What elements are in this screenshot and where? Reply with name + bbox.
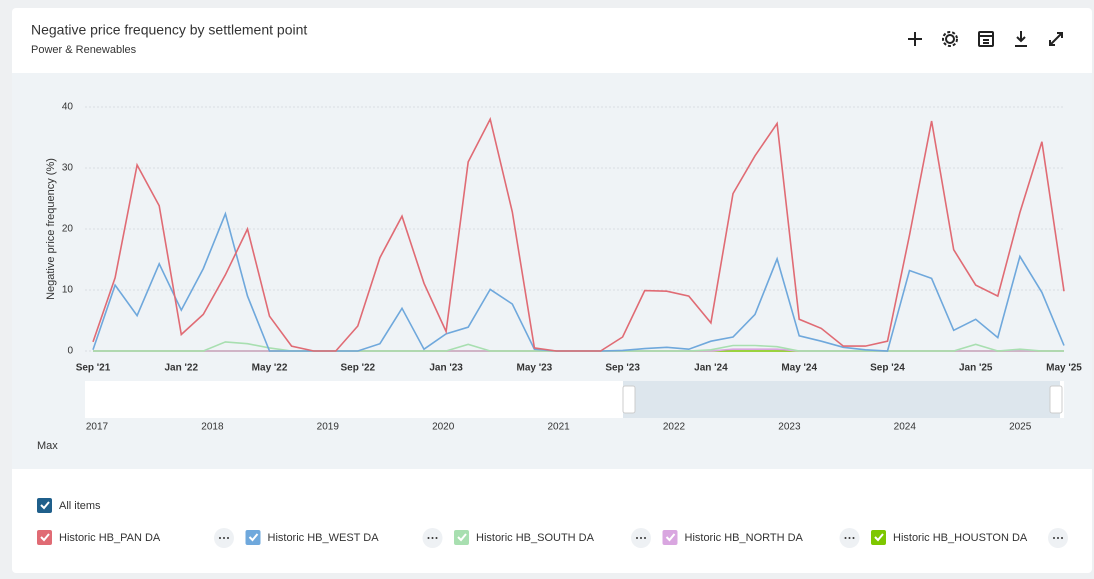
navigator-label: 2019 (317, 422, 340, 433)
navigator-label: 2020 (432, 422, 455, 433)
y-tick-label: 0 (67, 346, 73, 357)
more-dot (636, 537, 638, 539)
more-dot (640, 537, 642, 539)
navigator-label: 2017 (86, 422, 109, 433)
navigator-handle[interactable] (1049, 385, 1063, 414)
legend-checkbox[interactable] (245, 530, 261, 545)
settings-button[interactable] (942, 31, 958, 47)
x-tick-label: Sep '23 (605, 363, 640, 374)
expand-button[interactable] (1049, 32, 1063, 46)
legend-label: Historic HB_HOUSTON DA (893, 532, 1028, 544)
legend-label: Historic HB_SOUTH DA (476, 532, 595, 544)
x-tick-label: Sep '24 (870, 363, 905, 374)
download-button[interactable] (1015, 31, 1027, 47)
add-button[interactable] (908, 32, 922, 46)
legend-label: Historic HB_NORTH DA (685, 532, 804, 544)
legend-checkbox[interactable] (37, 530, 52, 545)
legend-label: Historic HB_PAN DA (59, 532, 161, 544)
navigator-label: 2024 (894, 422, 917, 433)
navigator-handle[interactable] (622, 385, 636, 414)
legend-checkbox[interactable] (871, 530, 886, 545)
y-tick-label: 40 (62, 102, 74, 113)
y-axis-label: Negative price frequency (%) (45, 158, 57, 300)
x-tick-label: May '23 (516, 363, 552, 374)
x-tick-label: May '24 (781, 363, 817, 374)
check-icon (874, 533, 884, 542)
navigator-label: 2022 (663, 422, 686, 433)
y-tick-label: 10 (62, 285, 74, 296)
check-icon (40, 501, 50, 510)
legend-checkbox[interactable] (662, 530, 678, 545)
navigator-label: 2018 (201, 422, 224, 433)
all-items-checkbox[interactable] (37, 498, 52, 513)
more-dot (435, 537, 438, 539)
navigator-selection[interactable] (623, 381, 1060, 418)
check-icon (40, 533, 50, 542)
x-tick-label: Sep '22 (341, 363, 376, 374)
x-tick-label: Jan '23 (429, 363, 463, 374)
legend-label: Historic HB_WEST DA (268, 532, 380, 544)
x-tick-label: Jan '25 (959, 363, 993, 374)
navigator-label: 2025 (1009, 422, 1032, 433)
table-button[interactable] (978, 31, 994, 47)
range-label[interactable]: Max (37, 440, 58, 452)
more-dot (1061, 537, 1063, 539)
navigator-label: 2021 (547, 422, 570, 433)
x-tick-label: Jan '22 (165, 363, 199, 374)
x-tick-label: May '22 (252, 363, 288, 374)
y-tick-label: 20 (62, 224, 74, 235)
y-tick-label: 30 (62, 163, 74, 174)
more-dot (1053, 537, 1055, 539)
legend-checkbox[interactable] (454, 530, 469, 545)
more-dot (852, 537, 855, 539)
check-icon (248, 533, 259, 542)
x-tick-label: May '25 (1046, 363, 1082, 374)
more-dot (223, 537, 225, 539)
more-dot (219, 537, 221, 539)
chart-subtitle: Power & Renewables (31, 44, 137, 56)
x-tick-label: Jan '24 (694, 363, 728, 374)
series-line (92, 116, 1065, 352)
more-dot (844, 537, 847, 539)
more-dot (848, 537, 851, 539)
check-icon (457, 533, 467, 542)
more-dot (1057, 537, 1059, 539)
more-dot (431, 537, 434, 539)
more-dot (644, 537, 646, 539)
more-dot (427, 537, 430, 539)
navigator (85, 381, 1064, 418)
all-items-label: All items (59, 500, 101, 512)
navigator-label: 2023 (778, 422, 801, 433)
x-tick-label: Sep '21 (76, 363, 111, 374)
chart-title: Negative price frequency by settlement p… (31, 22, 307, 38)
more-dot (227, 537, 229, 539)
check-icon (665, 533, 676, 542)
